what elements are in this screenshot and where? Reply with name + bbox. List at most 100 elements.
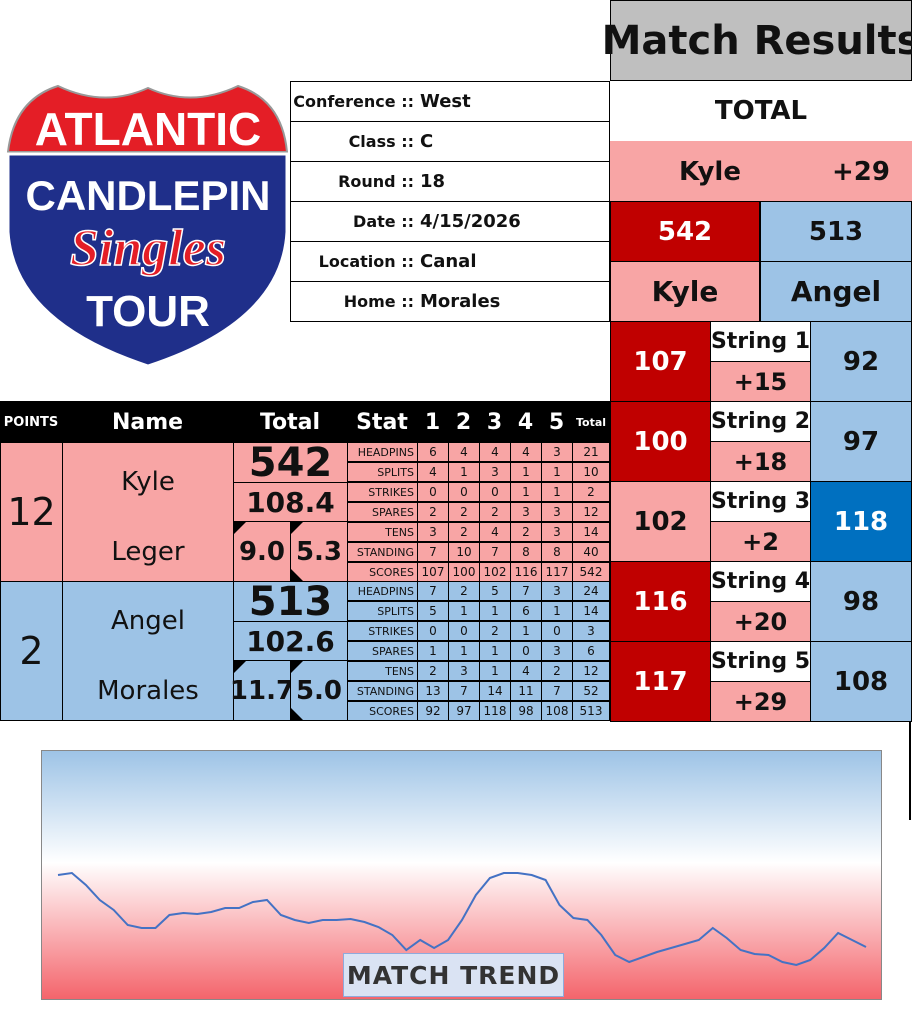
header-cell: POINTS [3, 414, 59, 430]
stat-value: 3 [448, 661, 480, 681]
string-label: String 5 [710, 641, 811, 682]
string-diff: +15 [710, 361, 811, 402]
stat-label: TENS [347, 661, 418, 681]
stat-value: 1 [417, 641, 449, 661]
stat-value: 1 [479, 661, 511, 681]
stat-value: 14 [572, 601, 610, 621]
stat-value: 7 [417, 581, 449, 601]
stat-value: 3 [541, 502, 573, 522]
shield-top [6, 84, 289, 153]
average: 108.4 [233, 482, 348, 522]
left-total: 542 [610, 201, 760, 262]
stat-value: 1 [479, 641, 511, 661]
stat-label: STRIKES [347, 621, 418, 641]
string-left: 100 [610, 401, 711, 482]
average: 102.6 [233, 621, 348, 661]
string-diff: +2 [710, 521, 811, 562]
stat-value: 1 [541, 601, 573, 621]
stat-value: 21 [572, 442, 610, 462]
stat-value: 542 [572, 562, 610, 582]
stat-value: 7 [448, 681, 480, 701]
stat-value: 3 [479, 462, 511, 482]
stat-value: 5 [479, 581, 511, 601]
stat-value: 6 [572, 641, 610, 661]
info-value: Canal [420, 251, 477, 272]
stat-value: 2 [448, 502, 480, 522]
right-total: 513 [760, 201, 912, 262]
right-stat: 5.0 [290, 660, 348, 721]
stat-value: 2 [448, 522, 480, 542]
string-label: String 3 [710, 481, 811, 522]
logo-text: CANDLEPIN [25, 172, 270, 219]
stat-value: 8 [541, 542, 573, 562]
stat-value: 3 [541, 442, 573, 462]
stat-label: SPLITS [347, 601, 418, 621]
stat-value: 4 [448, 442, 480, 462]
stat-value: 117 [541, 562, 573, 582]
stat-value: 0 [448, 482, 480, 502]
info-label: Location :: [318, 252, 414, 271]
string-right: 97 [810, 401, 912, 482]
total: 542 [233, 440, 348, 486]
stat-value: 107 [417, 562, 449, 582]
stat-value: 4 [510, 442, 542, 462]
string-diff: +29 [710, 681, 811, 722]
stat-value: 7 [417, 542, 449, 562]
stat-value: 5 [417, 601, 449, 621]
stat-value: 14 [572, 522, 610, 542]
stat-value: 2 [448, 581, 480, 601]
first-name: Kyle [121, 467, 175, 497]
header-cell: Name [111, 409, 184, 435]
header-cell: 1 [424, 409, 441, 435]
stat-value: 3 [541, 641, 573, 661]
logo-text: ATLANTIC [35, 103, 262, 155]
stat-value: 1 [510, 482, 542, 502]
stat-value: 98 [510, 701, 542, 721]
stat-value: 7 [541, 681, 573, 701]
info-label: Conference :: [293, 92, 414, 111]
info-label: Round :: [338, 172, 414, 191]
header-cell: 3 [486, 409, 503, 435]
stat-value: 2 [417, 661, 449, 681]
string-right: 92 [810, 321, 912, 402]
leader-name: Kyle [610, 141, 810, 202]
stat-value: 0 [541, 621, 573, 641]
stat-value: 1 [510, 621, 542, 641]
logo: ATLANTIC CANDLEPIN Singles TOUR [6, 84, 289, 368]
leader-margin: +29 [810, 141, 912, 202]
stat-value: 2 [510, 522, 542, 542]
string-left: 107 [610, 321, 711, 402]
edge-line [909, 720, 911, 820]
results-title: Match Results [602, 0, 912, 81]
string-left: 102 [610, 481, 711, 562]
stat-value: 92 [417, 701, 449, 721]
info-label: Class :: [348, 132, 414, 151]
stat-value: 3 [541, 522, 573, 542]
info-value: West [420, 91, 471, 112]
info-value: Morales [420, 291, 501, 312]
stat-value: 1 [448, 641, 480, 661]
stat-value: 0 [448, 621, 480, 641]
stat-value: 6 [510, 601, 542, 621]
stat-value: 100 [448, 562, 480, 582]
stat-label: STANDING [347, 542, 418, 562]
stat-value: 1 [479, 601, 511, 621]
stat-value: 3 [417, 522, 449, 542]
stat-value: 1 [448, 601, 480, 621]
stat-value: 10 [448, 542, 480, 562]
stat-value: 1 [448, 462, 480, 482]
header-cell: 4 [517, 409, 534, 435]
total: 513 [233, 579, 348, 625]
header-bar [0, 401, 610, 443]
logo-text: Singles [70, 220, 226, 277]
stat-value: 116 [510, 562, 542, 582]
stat-value: 11 [510, 681, 542, 701]
stat-value: 7 [510, 581, 542, 601]
stat-value: 4 [510, 661, 542, 681]
header-cell: Total [575, 415, 607, 429]
stat-value: 97 [448, 701, 480, 721]
header-cell: Stat [356, 409, 408, 435]
trend-title: MATCH TREND [343, 953, 564, 997]
header-cell: 5 [548, 409, 565, 435]
